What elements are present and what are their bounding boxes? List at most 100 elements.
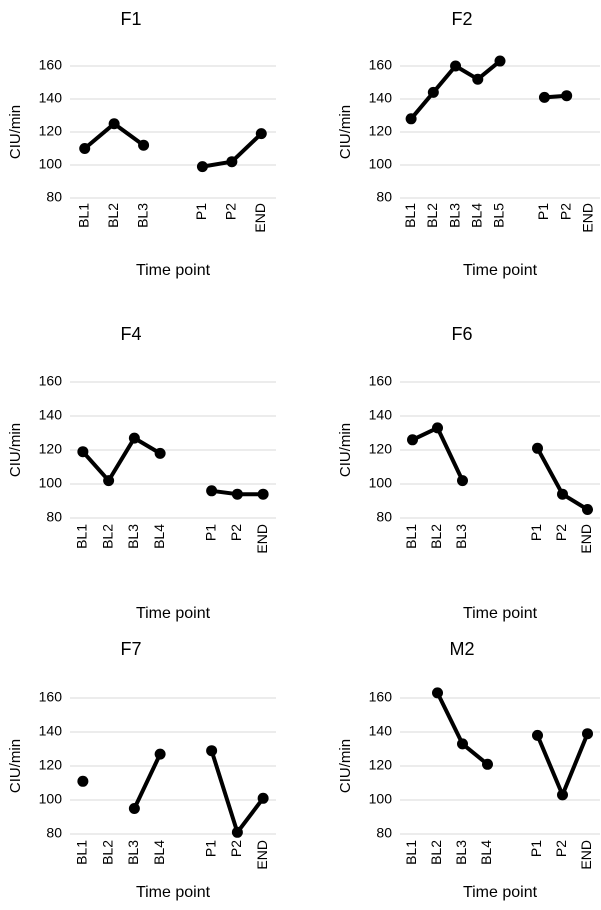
data-point [482, 758, 493, 770]
x-tick-label: P2 [557, 203, 573, 220]
data-point [255, 128, 267, 140]
data-point [108, 118, 120, 130]
x-tick-label: BL3 [134, 203, 150, 228]
x-tick-label: BL2 [99, 840, 115, 865]
data-point [557, 488, 568, 500]
y-tick-label: 160 [369, 373, 393, 389]
x-tick-label: BL2 [99, 524, 115, 549]
data-point [538, 91, 550, 103]
data-point [582, 504, 593, 515]
x-tick-label: BL1 [403, 840, 419, 865]
y-tick-label: 120 [369, 757, 393, 773]
chart-panel-f7: F7 80 100 120 140 160 CIU/min BL1 BL2 BL3 BL4 P1 P2 E… [7, 639, 276, 901]
x-tick-label: BL4 [468, 203, 484, 228]
y-tick-label: 80 [376, 509, 392, 525]
x-tick-label: BL3 [453, 524, 469, 549]
x-tick-label: BL1 [75, 203, 91, 228]
x-tick-label: P2 [228, 524, 244, 541]
x-axis-label: Time point [136, 884, 211, 901]
data-point [231, 826, 243, 838]
data-point [103, 475, 115, 487]
x-tick-label: END [252, 203, 268, 233]
data-point [128, 432, 140, 444]
data-point [557, 789, 568, 801]
y-tick-label: 140 [39, 90, 63, 106]
data-point [154, 447, 166, 459]
series-segment [229, 131, 264, 164]
x-tick-label: BL1 [402, 203, 418, 228]
y-axis-label: CIU/min [7, 423, 24, 477]
x-axis-label: Time point [136, 262, 211, 279]
x-tick-label: END [578, 840, 594, 870]
y-tick-label: 100 [39, 156, 63, 172]
data-point [457, 475, 468, 487]
y-tick-label: 80 [376, 189, 392, 205]
series-segment [209, 748, 240, 835]
x-tick-label: BL3 [125, 524, 141, 549]
y-axis-label: CIU/min [7, 105, 24, 159]
y-tick-label: 100 [39, 791, 63, 807]
data-point [450, 60, 462, 72]
x-tick-label: END [580, 203, 596, 233]
x-tick-label: P1 [528, 524, 544, 541]
series-segment [435, 690, 465, 746]
x-axis-label: Time point [136, 605, 211, 622]
data-point [407, 434, 418, 446]
y-tick-label: 140 [369, 90, 393, 106]
x-tick-label: BL2 [428, 524, 444, 549]
series-segment [431, 64, 458, 95]
x-tick-label: BL3 [125, 840, 141, 865]
data-point [532, 442, 543, 454]
data-point [77, 446, 89, 458]
x-tick-label: BL4 [151, 840, 167, 865]
data-point [405, 113, 417, 125]
y-tick-label: 120 [39, 123, 63, 139]
x-tick-label: P1 [202, 524, 218, 541]
series-segment [535, 446, 565, 497]
x-tick-label: P2 [223, 203, 239, 220]
x-tick-label: P1 [535, 203, 551, 220]
series-segment [80, 449, 111, 483]
y-axis-label: CIU/min [337, 423, 354, 477]
data-point [582, 728, 593, 740]
chart-title: M2 [449, 639, 474, 659]
x-tick-label: P2 [553, 840, 569, 857]
series-segment [409, 90, 436, 121]
chart-panel-m2: M2 80 100 120 140 160 CIU/min BL1 BL2 BL3 BL4 P1 P2 E… [337, 639, 600, 901]
x-tick-label: BL3 [453, 840, 469, 865]
data-point [154, 748, 166, 760]
data-point [472, 73, 484, 85]
chart-title: F2 [451, 9, 472, 29]
y-tick-label: 100 [39, 475, 63, 491]
y-tick-label: 120 [39, 441, 63, 457]
y-tick-label: 160 [369, 57, 393, 73]
data-point [257, 488, 269, 500]
data-point [257, 792, 269, 804]
y-tick-label: 140 [39, 723, 63, 739]
data-point [494, 55, 506, 67]
y-tick-label: 80 [46, 189, 62, 205]
x-tick-label: BL2 [428, 840, 444, 865]
y-axis-label: CIU/min [7, 739, 24, 793]
chart-panel-f4: F4 80 100 120 140 160 CIU/min BL1 BL2 BL3 BL4 P1 P2 E… [7, 324, 276, 622]
x-tick-label: END [254, 840, 270, 870]
x-axis-label: Time point [463, 884, 538, 901]
x-axis-label: Time point [463, 262, 538, 279]
x-tick-label: END [254, 524, 270, 554]
y-tick-label: 120 [39, 757, 63, 773]
data-point [231, 488, 243, 500]
chart-title: F7 [120, 639, 141, 659]
x-tick-label: P2 [553, 524, 569, 541]
y-tick-label: 140 [369, 723, 393, 739]
x-tick-label: BL1 [74, 840, 90, 865]
chart-panel-f6: F6 80 100 120 140 160 CIU/min BL1 BL2 BL3 P1 P2 END T… [337, 324, 600, 622]
x-tick-label: P1 [202, 840, 218, 857]
x-tick-label: BL2 [105, 203, 121, 228]
chart-title: F1 [120, 9, 141, 29]
chart-title: F6 [451, 324, 472, 344]
y-tick-label: 160 [39, 689, 63, 705]
x-tick-label: P2 [228, 840, 244, 857]
x-tick-label: BL1 [74, 524, 90, 549]
data-point [432, 687, 443, 699]
series-segment [235, 796, 266, 835]
